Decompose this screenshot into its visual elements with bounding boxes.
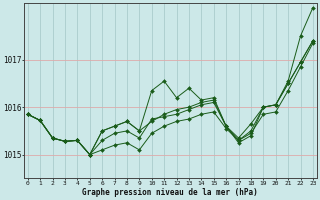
X-axis label: Graphe pression niveau de la mer (hPa): Graphe pression niveau de la mer (hPa) xyxy=(83,188,258,197)
